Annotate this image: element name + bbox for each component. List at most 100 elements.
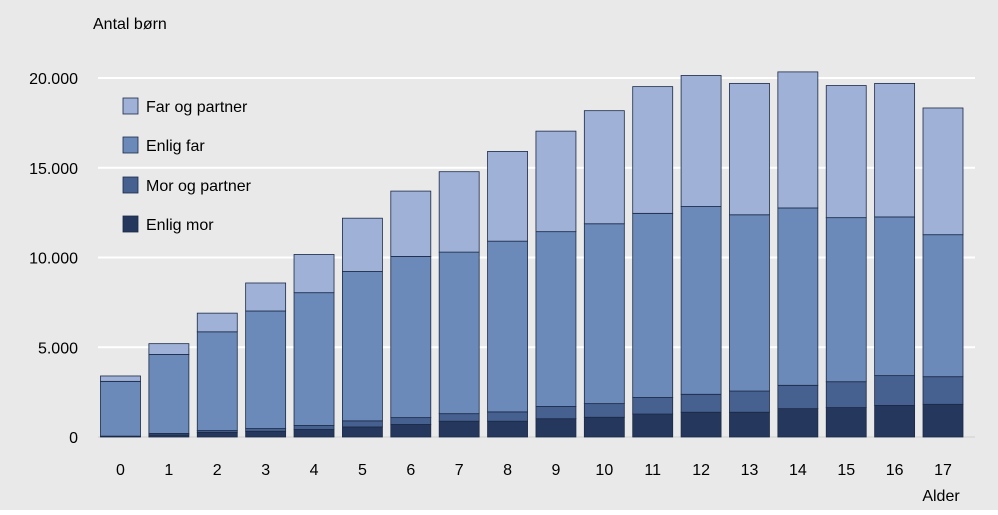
bar-segment bbox=[923, 235, 963, 377]
x-tick-label: 5 bbox=[358, 462, 367, 479]
bar-segment bbox=[536, 406, 576, 418]
y-tick-label: 20.000 bbox=[29, 71, 78, 88]
y-tick-label: 15.000 bbox=[29, 161, 78, 178]
x-tick-label: 9 bbox=[551, 462, 560, 479]
bar-segment bbox=[826, 408, 866, 437]
y-tick-label: 10.000 bbox=[29, 251, 78, 268]
bar-segment bbox=[826, 86, 866, 218]
x-tick-label: 13 bbox=[741, 462, 759, 479]
legend: Far og partner Enlig far Mor og partner Enl… bbox=[123, 98, 252, 234]
bar-segment bbox=[584, 417, 624, 437]
bar-segment bbox=[729, 391, 769, 412]
bar-segment bbox=[826, 218, 866, 382]
x-tick-label: 6 bbox=[406, 462, 415, 479]
x-tick-label: 8 bbox=[503, 462, 512, 479]
bar-segment bbox=[875, 405, 915, 437]
bar-segment bbox=[681, 207, 721, 395]
bar-segment bbox=[294, 429, 334, 437]
x-tick-label: 16 bbox=[886, 462, 904, 479]
bar-segment bbox=[633, 213, 673, 397]
bar-segment bbox=[197, 432, 237, 437]
x-tick-label: 0 bbox=[116, 462, 125, 479]
bars bbox=[101, 72, 964, 437]
bar-segment bbox=[584, 224, 624, 404]
bar-segment bbox=[197, 332, 237, 431]
bar-segment bbox=[729, 83, 769, 214]
bar-segment bbox=[875, 217, 915, 376]
bar-segment bbox=[778, 409, 818, 437]
x-axis-title: Alder bbox=[922, 488, 960, 505]
bar-segment bbox=[488, 421, 528, 437]
bar-segment bbox=[778, 72, 818, 208]
bar-segment bbox=[584, 111, 624, 224]
bar-segment bbox=[391, 191, 431, 256]
bar-segment bbox=[536, 232, 576, 407]
bar-segment bbox=[197, 313, 237, 332]
legend-label: Enlig far bbox=[146, 138, 205, 155]
legend-swatch bbox=[123, 216, 138, 232]
legend-swatch bbox=[123, 137, 138, 153]
bar-segment bbox=[391, 424, 431, 437]
bar-segment bbox=[391, 256, 431, 417]
bar-segment bbox=[294, 293, 334, 426]
bar-segment bbox=[439, 414, 479, 422]
bar-segment bbox=[681, 412, 721, 437]
bar-segment bbox=[342, 427, 382, 437]
bar-segment bbox=[633, 398, 673, 415]
bar-segment bbox=[101, 381, 141, 436]
y-axis-title: Antal børn bbox=[93, 16, 167, 33]
bar-segment bbox=[488, 241, 528, 412]
x-tick-label: 14 bbox=[789, 462, 807, 479]
bar-segment bbox=[778, 208, 818, 385]
legend-label: Mor og partner bbox=[146, 178, 252, 195]
x-tick-label: 11 bbox=[644, 462, 661, 479]
bar-segment bbox=[342, 421, 382, 427]
x-tick-label: 7 bbox=[455, 462, 464, 479]
bar-segment bbox=[633, 87, 673, 214]
bar-segment bbox=[294, 254, 334, 292]
x-tick-label: 15 bbox=[837, 462, 855, 479]
bar-segment bbox=[729, 215, 769, 391]
bar-segment bbox=[681, 75, 721, 206]
bar-segment bbox=[294, 426, 334, 430]
bar-segment bbox=[536, 419, 576, 437]
bar-segment bbox=[439, 172, 479, 252]
legend-label: Far og partner bbox=[146, 99, 248, 116]
bar-segment bbox=[391, 418, 431, 425]
bar-segment bbox=[826, 382, 866, 408]
x-tick-label: 1 bbox=[164, 462, 173, 479]
x-tick-label: 2 bbox=[213, 462, 222, 479]
bar-segment bbox=[149, 354, 189, 433]
x-tick-label: 12 bbox=[692, 462, 710, 479]
bar-segment bbox=[488, 412, 528, 421]
bar-segment bbox=[923, 377, 963, 405]
bar-segment bbox=[536, 131, 576, 232]
bar-segment bbox=[149, 344, 189, 355]
bar-segment bbox=[439, 252, 479, 414]
bar-segment bbox=[101, 376, 141, 381]
x-tick-label: 4 bbox=[310, 462, 319, 479]
bar-segment bbox=[681, 394, 721, 412]
legend-swatch bbox=[123, 98, 138, 114]
bar-segment bbox=[246, 311, 286, 429]
bar-segment bbox=[633, 414, 673, 437]
bar-segment bbox=[923, 404, 963, 437]
bar-segment bbox=[342, 272, 382, 421]
bar-segment bbox=[584, 404, 624, 418]
bar-segment bbox=[875, 83, 915, 217]
legend-label: Enlig mor bbox=[146, 217, 214, 234]
bar-segment bbox=[246, 429, 286, 432]
x-tick-label: 3 bbox=[261, 462, 270, 479]
bar-segment bbox=[439, 421, 479, 437]
bar-segment bbox=[246, 283, 286, 311]
y-tick-label: 5.000 bbox=[38, 340, 78, 357]
bar-segment bbox=[488, 151, 528, 241]
bar-segment bbox=[342, 218, 382, 271]
x-tick-label: 10 bbox=[595, 462, 613, 479]
x-tick-label: 17 bbox=[934, 462, 952, 479]
legend-swatch bbox=[123, 177, 138, 193]
